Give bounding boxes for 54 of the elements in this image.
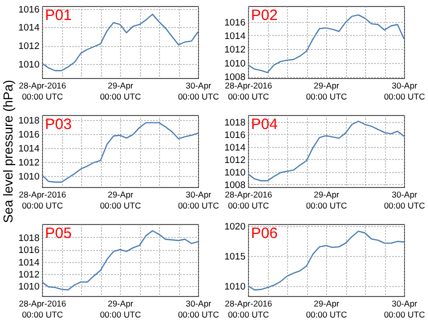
x-tick-label: 29-Apr 00:00 UTC xyxy=(100,80,142,102)
x-tick-label: 28-Apr-2016 00:00 UTC xyxy=(224,298,272,320)
x-tick-label: 30-Apr 00:00 UTC xyxy=(384,80,426,102)
y-tick-label: 1015 xyxy=(224,251,246,262)
y-tick-label: 1014 xyxy=(18,257,40,268)
chart-title: P01 xyxy=(45,7,72,24)
chart-title: P06 xyxy=(251,225,278,242)
x-tick-label: 30-Apr 00:00 UTC xyxy=(178,190,220,210)
y-tick-label: 1012 xyxy=(224,44,246,56)
y-tick-label: 1010 xyxy=(224,58,246,70)
y-tick-label: 1012 xyxy=(224,154,246,166)
x-tick-label: 30-Apr 00:00 UTC xyxy=(384,190,426,210)
y-axis-title: Sea level pressure (hPa) xyxy=(0,80,16,224)
x-tick-label: 28-Apr-2016 00:00 UTC xyxy=(18,80,66,102)
x-tick-label: 30-Apr 00:00 UTC xyxy=(384,298,426,320)
x-tick-label: 29-Apr 00:00 UTC xyxy=(100,190,142,210)
chart-title: P05 xyxy=(45,225,72,242)
y-tick-label: 1018 xyxy=(224,117,246,128)
x-tick-label: 29-Apr 00:00 UTC xyxy=(306,80,348,102)
x-tick-label: 29-Apr 00:00 UTC xyxy=(100,298,142,320)
y-tick-label: 1014 xyxy=(18,143,40,154)
y-tick-label: 1010 xyxy=(18,171,40,182)
y-tick-label: 1010 xyxy=(224,167,246,178)
line-series xyxy=(247,120,405,182)
x-tick-label: 28-Apr-2016 00:00 UTC xyxy=(224,80,272,102)
y-tick-label: 1010 xyxy=(224,281,246,292)
y-tick-label: 1014 xyxy=(224,142,246,154)
chart-title: P04 xyxy=(251,116,278,133)
x-tick-label: 28-Apr-2016 00:00 UTC xyxy=(18,298,66,320)
x-tick-label: 29-Apr 00:00 UTC xyxy=(306,298,348,320)
y-tick-label: 1018 xyxy=(18,115,40,126)
y-tick-label: 1008 xyxy=(224,72,246,84)
y-tick-label: 1014 xyxy=(18,22,40,34)
chart-title: P03 xyxy=(45,116,72,133)
x-tick-label: 30-Apr 00:00 UTC xyxy=(178,80,220,102)
y-tick-label: 1016 xyxy=(224,130,246,141)
chart-title: P02 xyxy=(251,7,278,24)
x-tick-label: 29-Apr 00:00 UTC xyxy=(306,190,348,210)
y-tick-label: 1016 xyxy=(18,129,40,140)
y-tick-label: 1016 xyxy=(224,17,246,28)
y-tick-label: 1010 xyxy=(18,282,40,293)
x-tick-label: 28-Apr-2016 00:00 UTC xyxy=(224,190,272,210)
y-tick-label: 1018 xyxy=(18,232,40,244)
y-tick-label: 1012 xyxy=(18,270,40,281)
y-tick-label: 1012 xyxy=(18,41,40,52)
y-tick-label: 1016 xyxy=(18,245,40,256)
y-tick-label: 1012 xyxy=(18,157,40,168)
y-tick-label: 1020 xyxy=(224,221,246,232)
y-tick-label: 1016 xyxy=(18,4,40,16)
y-tick-label: 1010 xyxy=(18,60,40,71)
x-tick-label: 30-Apr 00:00 UTC xyxy=(178,298,220,320)
x-tick-label: 28-Apr-2016 00:00 UTC xyxy=(18,190,66,210)
y-tick-label: 1008 xyxy=(224,180,246,191)
y-tick-label: 1014 xyxy=(224,30,246,42)
